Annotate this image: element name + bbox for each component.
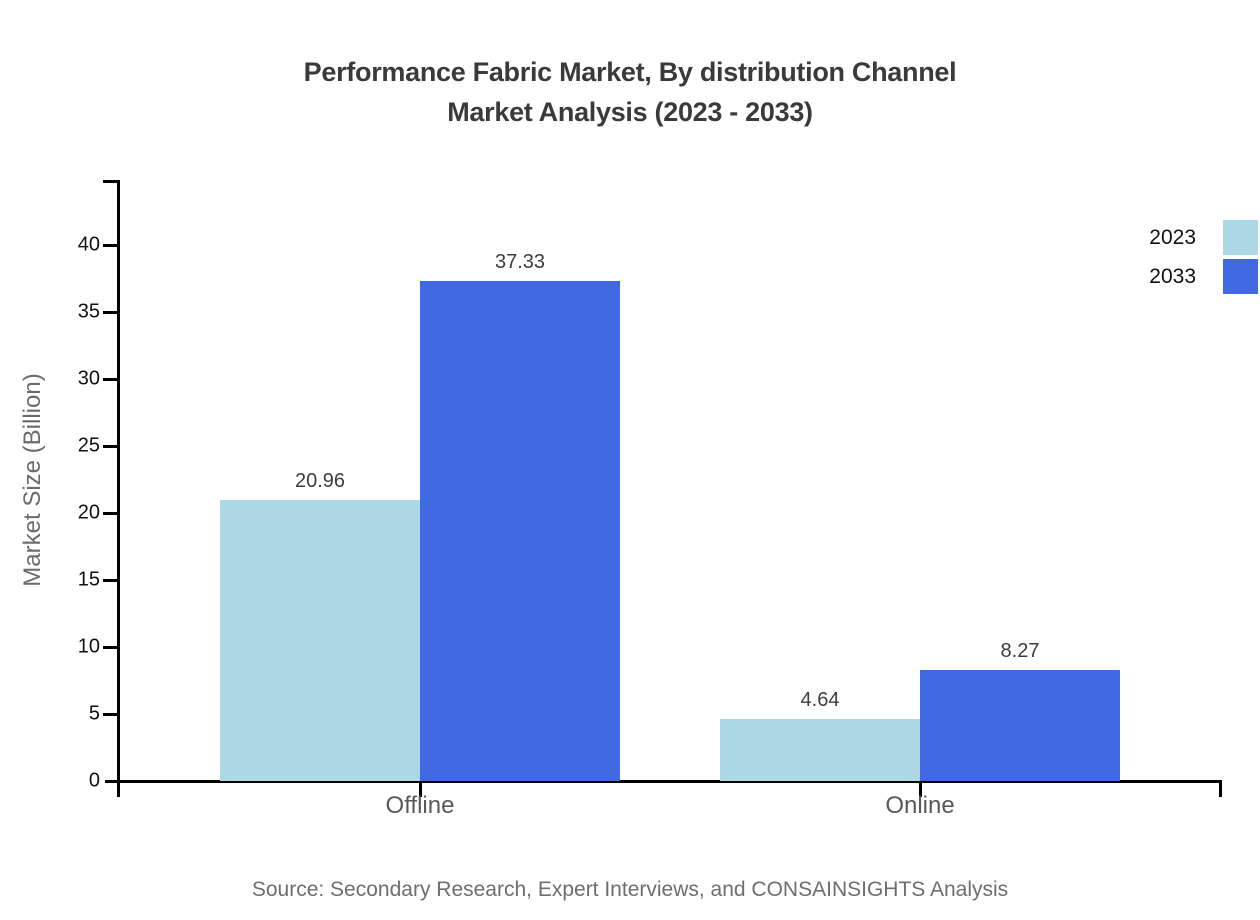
chart-title-line2: Market Analysis (2023 - 2033) bbox=[447, 97, 813, 127]
x-axis-line bbox=[105, 780, 1222, 783]
y-axis-tick bbox=[103, 378, 117, 381]
x-axis-end-cap bbox=[1219, 780, 1222, 797]
bar-value-label-2033-offline: 37.33 bbox=[494, 250, 546, 273]
y-axis-tick bbox=[103, 713, 117, 716]
y-axis-tick bbox=[103, 646, 117, 649]
y-axis-tick-label: 40 bbox=[77, 233, 100, 256]
y-axis-tick-label: 25 bbox=[77, 434, 100, 457]
legend-swatch-2023 bbox=[1223, 220, 1258, 255]
y-axis-tick-label: 20 bbox=[77, 501, 100, 524]
x-axis-category-label-offline: Offline bbox=[385, 792, 455, 819]
y-axis-tick bbox=[103, 311, 117, 314]
y-axis-tick-label: 30 bbox=[77, 367, 100, 390]
bar-value-label-2023-online: 4.64 bbox=[800, 688, 840, 711]
y-axis-tick-label: 5 bbox=[88, 702, 100, 725]
y-axis-tick-label: 35 bbox=[77, 300, 100, 323]
bar-value-label-2023-offline: 20.96 bbox=[294, 470, 346, 493]
y-axis-tick-label: 15 bbox=[77, 568, 100, 591]
legend-label-2033: 2033 bbox=[1149, 264, 1196, 288]
bar-value-label-2033-online: 8.27 bbox=[1000, 640, 1040, 663]
y-axis-tick-label: 0 bbox=[88, 769, 100, 792]
y-axis-tick-label: 10 bbox=[77, 635, 100, 658]
bar-2033-offline bbox=[420, 280, 620, 781]
x-axis-category-label-online: Online bbox=[885, 792, 955, 819]
chart-title-line1: Performance Fabric Market, By distributi… bbox=[303, 57, 957, 87]
bar-2023-online bbox=[720, 718, 920, 781]
y-axis-tick bbox=[103, 445, 117, 448]
y-axis-line bbox=[117, 180, 120, 797]
y-axis-top-cap bbox=[103, 180, 120, 183]
y-axis-tick bbox=[103, 244, 117, 247]
x-axis-tick bbox=[919, 781, 922, 797]
bar-2033-online bbox=[920, 670, 1120, 781]
x-axis-tick bbox=[419, 781, 422, 797]
chart-title: Performance Fabric Market, By distributi… bbox=[0, 52, 1260, 132]
legend-swatch-2033 bbox=[1223, 259, 1258, 294]
source-note: Source: Secondary Research, Expert Inter… bbox=[251, 878, 1009, 901]
y-axis-tick bbox=[103, 579, 117, 582]
bar-2023-offline bbox=[220, 500, 420, 781]
y-axis-title: Market Size (Billion) bbox=[19, 373, 46, 587]
legend-label-2023: 2023 bbox=[1149, 225, 1196, 249]
y-axis-tick bbox=[103, 512, 117, 515]
